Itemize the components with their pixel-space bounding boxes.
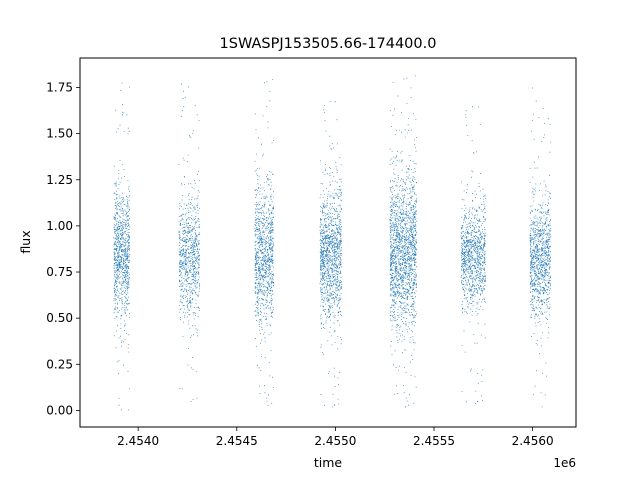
observation-season-points [460, 106, 487, 404]
y-tick-label: 0.00 [46, 403, 73, 417]
x-tick-label: 2.4540 [117, 434, 159, 448]
observation-season-points [319, 101, 343, 408]
y-tick-label: 1.00 [46, 219, 73, 233]
y-tick-label: 0.25 [46, 357, 73, 371]
y-tick-label: 1.75 [46, 81, 73, 95]
observation-season-points [389, 75, 417, 408]
x-tick-label: 2.4560 [512, 434, 554, 448]
x-tick-label: 2.4545 [216, 434, 258, 448]
y-axis-label: flux [18, 230, 33, 253]
x-tick-label: 2.4550 [314, 434, 356, 448]
observation-season-points [529, 87, 552, 408]
observation-season-points [178, 83, 201, 402]
x-tick-label: 2.4555 [413, 434, 455, 448]
plot-frame [79, 57, 577, 428]
y-tick-label: 1.50 [46, 127, 73, 141]
y-tick-label: 1.25 [46, 173, 73, 187]
observation-season-points [254, 79, 275, 406]
y-tick-label: 0.75 [46, 265, 73, 279]
data-points [113, 75, 552, 411]
x-axis-label: time [314, 455, 343, 470]
chart-title: 1SWASPJ153505.66-174400.0 [220, 36, 437, 52]
x-axis-offset-label: 1e6 [553, 456, 576, 470]
x-axis-ticks: 2.4540 2.4545 2.4550 2.4555 2.4560 [117, 427, 554, 448]
y-tick-label: 0.50 [46, 311, 73, 325]
y-axis-ticks: 0.00 0.25 0.50 0.75 1.00 1.25 1.50 1.75 [46, 81, 80, 417]
observation-season-points [113, 82, 131, 411]
